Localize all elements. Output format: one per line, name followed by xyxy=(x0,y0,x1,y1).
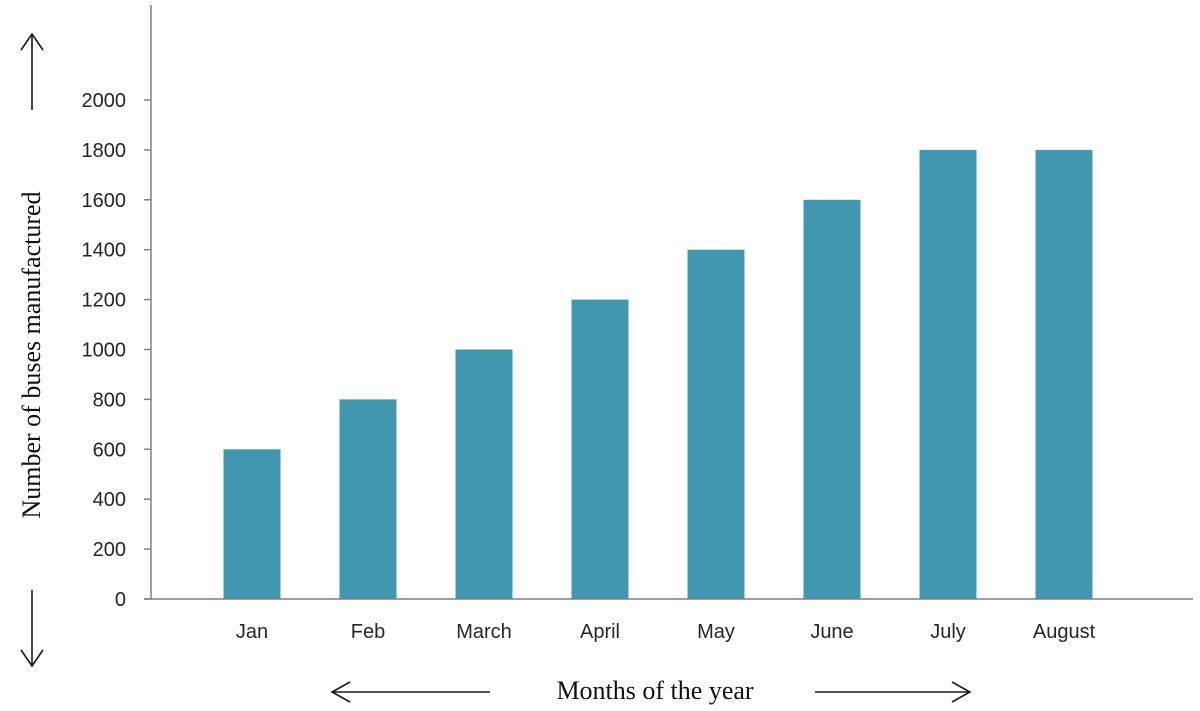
bar-may xyxy=(687,249,745,599)
bar-feb xyxy=(339,399,397,599)
bar-june xyxy=(803,199,861,600)
x-tick-label: Jan xyxy=(236,621,268,643)
chart-marks xyxy=(223,149,1093,600)
x-tick-label: May xyxy=(697,621,735,643)
x-tick-label: March xyxy=(456,621,512,643)
bar-july xyxy=(919,149,977,599)
y-tick-label: 800 xyxy=(93,389,126,411)
x-tick-label: July xyxy=(930,621,966,643)
y-axis-title: Number of buses manufactured xyxy=(17,191,46,518)
y-tick-label: 1800 xyxy=(82,140,127,162)
y-tick-label: 0 xyxy=(115,589,126,611)
x-axis-title: Months of the year xyxy=(556,676,753,705)
y-tick-label: 2000 xyxy=(82,90,127,112)
y-tick-label: 1600 xyxy=(82,190,127,212)
y-tick-label: 400 xyxy=(93,489,126,511)
y-tick-label: 200 xyxy=(93,539,126,561)
y-tick-label: 1400 xyxy=(82,240,127,262)
bar-april xyxy=(571,299,629,599)
y-tick-label: 1000 xyxy=(82,340,127,362)
x-axis-tick-labels: Jan Feb March April May June July August xyxy=(236,621,1096,643)
y-axis-up-arrow-icon xyxy=(20,32,44,110)
x-tick-label: June xyxy=(810,621,853,643)
x-tick-label: Feb xyxy=(351,621,385,643)
y-tick-label: 1200 xyxy=(82,290,127,312)
y-tick-label: 600 xyxy=(93,439,126,461)
bar-march xyxy=(455,349,513,599)
x-axis-right-arrow-icon xyxy=(815,681,972,703)
bar-jan xyxy=(223,449,281,599)
y-axis-ticks: 0 200 400 600 800 1000 1200 1400 1600 1800 2000 xyxy=(82,90,151,611)
x-tick-label: August xyxy=(1033,621,1096,643)
x-tick-label: April xyxy=(580,621,620,643)
y-axis-down-arrow-icon xyxy=(20,590,44,668)
bar-august xyxy=(1035,149,1093,599)
x-axis-left-arrow-icon xyxy=(330,681,490,703)
